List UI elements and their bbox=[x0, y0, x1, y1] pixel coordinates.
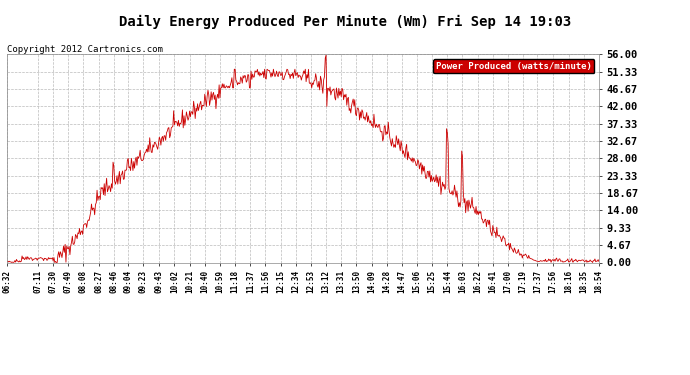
Text: Daily Energy Produced Per Minute (Wm) Fri Sep 14 19:03: Daily Energy Produced Per Minute (Wm) Fr… bbox=[119, 15, 571, 29]
Text: Copyright 2012 Cartronics.com: Copyright 2012 Cartronics.com bbox=[7, 45, 163, 54]
Legend: Power Produced (watts/minute): Power Produced (watts/minute) bbox=[433, 59, 594, 73]
